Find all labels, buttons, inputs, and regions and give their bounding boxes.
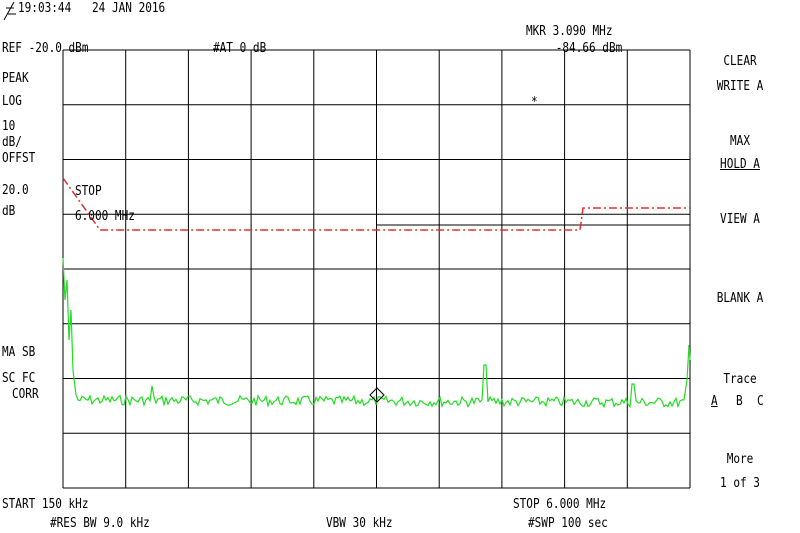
reference-level: REF -20.0 dBm bbox=[2, 41, 89, 56]
attenuation: #AT 0 dB bbox=[213, 41, 267, 56]
trace-a bbox=[62, 257, 691, 409]
trace-option[interactable]: C bbox=[757, 394, 764, 409]
status-line: CORR bbox=[12, 387, 39, 402]
per-div-unit: dB/ bbox=[2, 135, 22, 150]
softkey-label[interactable]: BLANK A bbox=[716, 291, 764, 306]
softkey-label[interactable]: 1 of 3 bbox=[720, 476, 760, 491]
time: 19:03:44 bbox=[18, 1, 72, 16]
stop-label: STOP bbox=[75, 184, 102, 199]
softkey-label[interactable]: More bbox=[726, 452, 754, 467]
graticule bbox=[62, 49, 691, 489]
start-frequency: START 150 kHz bbox=[2, 497, 89, 512]
per-div-value: 10 bbox=[2, 119, 16, 134]
stop-frequency: STOP 6.000 MHz bbox=[513, 497, 607, 512]
video-bandwidth: VBW 30 kHz bbox=[326, 516, 393, 531]
marker-level: -84.66 dBm bbox=[555, 41, 622, 56]
offset-label: OFFST bbox=[2, 151, 36, 166]
sweep-time: #SWP 100 sec bbox=[528, 516, 608, 531]
status-icon bbox=[3, 1, 16, 21]
marker-frequency: MKR 3.090 MHz bbox=[526, 24, 613, 39]
softkey-label[interactable]: Trace bbox=[723, 372, 757, 387]
resolution-bandwidth: #RES BW 9.0 kHz bbox=[50, 516, 150, 531]
softkey-label[interactable]: MAX bbox=[730, 134, 750, 149]
softkey-label[interactable]: WRITE A bbox=[716, 79, 764, 94]
offset-unit: dB bbox=[2, 204, 16, 219]
trace-option[interactable]: B bbox=[736, 394, 743, 409]
scale-mode: LOG bbox=[2, 94, 22, 109]
date: 24 JAN 2016 bbox=[92, 1, 166, 16]
softkey-label[interactable]: VIEW A bbox=[720, 212, 760, 227]
detector: PEAK bbox=[2, 71, 29, 86]
softkey-label[interactable]: HOLD A bbox=[720, 157, 760, 172]
offset-value: 20.0 bbox=[2, 183, 29, 198]
marker-diamond bbox=[369, 387, 385, 403]
softkey-label[interactable]: CLEAR bbox=[723, 54, 757, 69]
stop-value: 6.000 MHz bbox=[75, 209, 135, 224]
marker-symbol: * bbox=[531, 95, 538, 110]
status-line: MA SB bbox=[2, 345, 36, 360]
trace-option[interactable]: A bbox=[711, 394, 718, 409]
status-line: SC FC bbox=[2, 371, 36, 386]
